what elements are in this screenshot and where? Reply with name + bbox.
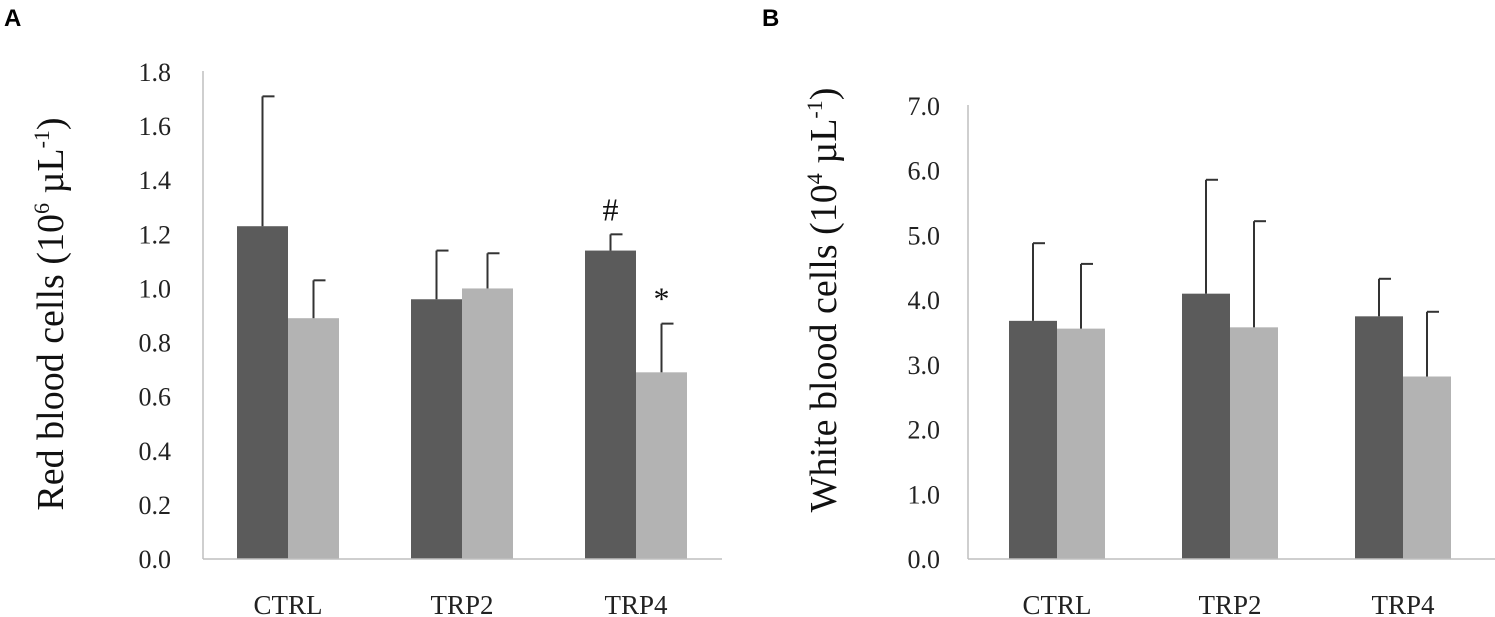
category-label: TRP2 <box>430 590 493 617</box>
category-label: TRP4 <box>1371 590 1435 617</box>
bar-ctrl-light <box>288 318 339 559</box>
error-bars-b <box>1032 178 1439 377</box>
bar-trp4-light <box>1403 376 1451 559</box>
bar-ctrl-dark <box>1009 320 1057 559</box>
y-axis-label-a: Red blood cells (106 µL-1) <box>29 117 72 510</box>
significance-mark: * <box>654 281 670 317</box>
y-ticks-b: 0.0 1.0 2.0 3.0 4.0 5.0 6.0 7.0 <box>908 92 941 574</box>
significance-mark: # <box>603 191 619 227</box>
bar-trp4-light <box>636 372 687 559</box>
y-tick-label: 1.2 <box>139 220 172 249</box>
y-tick-label: 0.2 <box>139 491 172 520</box>
y-tick-label: 0.0 <box>139 545 172 574</box>
bar-ctrl-dark <box>237 226 288 559</box>
bar-trp2-light <box>462 288 513 559</box>
category-label: CTRL <box>1022 590 1091 617</box>
error-bars-a <box>261 95 674 373</box>
panel-b: B White blood cells (104 µL-1) 0.0 1.0 2.0… <box>762 5 1495 617</box>
y-tick-label: 1.0 <box>908 480 941 509</box>
annotations-a: #* <box>603 191 670 316</box>
y-tick-label: 0.8 <box>139 329 172 358</box>
y-tick-label: 3.0 <box>908 351 941 380</box>
y-tick-label: 1.0 <box>139 274 172 303</box>
bars-a <box>202 71 722 560</box>
bar-trp2-dark <box>1182 293 1230 559</box>
y-tick-label: 1.4 <box>139 166 172 195</box>
y-tick-label: 4.0 <box>908 286 941 315</box>
bar-trp2-dark <box>411 299 462 559</box>
y-tick-label: 5.0 <box>908 221 941 250</box>
panel-a: A Red blood cells (106 µL-1) 0.00.20.40.… <box>4 5 722 617</box>
y-tick-label: 0.6 <box>139 383 172 412</box>
y-axis-label-b: White blood cells (104 µL-1) <box>802 88 845 513</box>
bar-trp4-dark <box>585 250 636 560</box>
bar-ctrl-light <box>1057 328 1105 559</box>
category-label: CTRL <box>253 590 322 617</box>
category-label: TRP4 <box>604 590 668 617</box>
y-tick-label: 2.0 <box>908 416 941 445</box>
category-label: TRP2 <box>1198 590 1261 617</box>
y-ticks-a: 0.0 0.2 0.4 0.6 0.8 1.0 1.2 1.4 1.6 1.8 <box>139 58 172 574</box>
panel-letter-a: A <box>4 5 21 32</box>
bar-trp4-dark <box>1355 316 1403 559</box>
y-tick-label: 0.4 <box>139 437 172 466</box>
y-tick-label: 1.6 <box>139 112 172 141</box>
y-tick-label: 6.0 <box>908 157 941 186</box>
bars-b <box>967 105 1495 560</box>
categories-a: CTRL TRP2 TRP4 <box>253 590 668 617</box>
bar-trp2-light <box>1230 327 1278 559</box>
categories-b: CTRL TRP2 TRP4 <box>1022 590 1435 617</box>
y-tick-label: 0.0 <box>908 545 941 574</box>
y-tick-label: 7.0 <box>908 92 941 121</box>
panel-letter-b: B <box>762 5 779 32</box>
y-tick-label: 1.8 <box>139 58 172 87</box>
